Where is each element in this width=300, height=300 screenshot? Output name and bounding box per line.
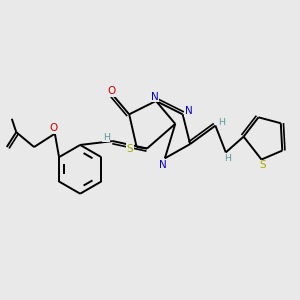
- Text: H: H: [218, 118, 225, 127]
- Text: H: H: [103, 133, 110, 142]
- Text: S: S: [127, 143, 134, 154]
- Text: N: N: [151, 92, 158, 101]
- Text: N: N: [185, 106, 193, 116]
- Text: O: O: [49, 123, 58, 133]
- Text: N: N: [160, 160, 167, 170]
- Text: O: O: [107, 86, 116, 96]
- Text: H: H: [224, 154, 231, 164]
- Text: S: S: [260, 160, 266, 170]
